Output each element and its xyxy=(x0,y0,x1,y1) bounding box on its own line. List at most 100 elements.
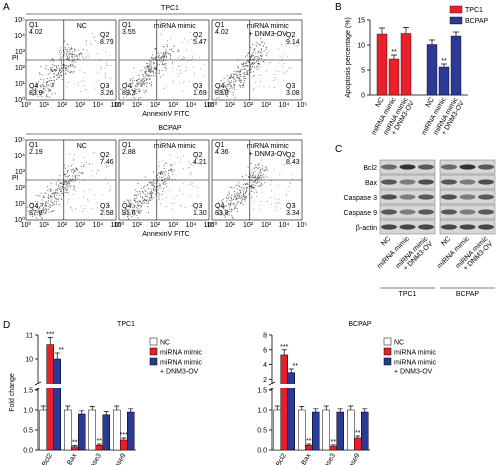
row-title: TPC1 xyxy=(161,5,179,12)
event-dot xyxy=(234,74,236,76)
event-dot xyxy=(59,194,61,196)
quadrant-value: 83.8 xyxy=(215,90,229,97)
event-dot xyxy=(240,75,242,77)
event-dot xyxy=(273,73,275,75)
event-dot xyxy=(233,204,235,206)
row-title: BCPAP xyxy=(158,125,182,132)
event-dot xyxy=(161,34,163,36)
quadrant-name: Q3 xyxy=(193,83,202,90)
event-dot xyxy=(88,163,90,165)
event-dot xyxy=(261,165,263,167)
event-dot xyxy=(294,203,296,205)
lane-label: NC xyxy=(380,235,392,247)
event-dot xyxy=(32,213,34,215)
event-dot xyxy=(253,191,255,193)
event-dot xyxy=(163,175,165,177)
event-dot xyxy=(161,188,163,190)
chart-title: TPC1 xyxy=(117,321,135,328)
event-dot xyxy=(226,86,228,88)
event-dot xyxy=(235,184,237,186)
event-dot xyxy=(151,61,153,63)
plot-title-line: NC xyxy=(77,143,87,150)
event-dot xyxy=(248,52,250,54)
event-dot xyxy=(150,63,152,65)
event-dot xyxy=(233,195,235,197)
event-dot xyxy=(160,52,162,54)
plot-title-line: + DNM3-OV xyxy=(249,31,288,38)
event-dot xyxy=(58,197,60,199)
event-dot xyxy=(239,79,241,81)
event-dot xyxy=(248,69,250,71)
x-tick-label: 10³ xyxy=(168,102,179,109)
event-dot xyxy=(144,198,146,200)
y-tick-label: 10⁴ xyxy=(14,33,25,40)
event-dot xyxy=(242,187,244,189)
event-dot xyxy=(230,73,232,75)
event-dot xyxy=(222,199,224,201)
event-dot xyxy=(136,86,138,88)
event-dot xyxy=(79,173,81,175)
event-dot xyxy=(161,56,163,59)
event-dot xyxy=(73,54,75,56)
event-dot xyxy=(284,73,286,75)
event-dot xyxy=(237,185,239,187)
event-dot xyxy=(256,41,258,43)
event-dot xyxy=(285,71,287,73)
quadrant-name: Q2 xyxy=(100,152,109,159)
event-dot xyxy=(243,188,246,190)
event-dot xyxy=(260,56,262,58)
event-dot xyxy=(236,210,238,212)
event-dot xyxy=(128,209,130,211)
event-dot xyxy=(257,175,259,177)
event-dot xyxy=(44,85,46,87)
event-dot xyxy=(62,66,64,69)
event-dot xyxy=(67,186,69,188)
band xyxy=(418,209,434,215)
x-tick-label: 10² xyxy=(57,222,68,229)
event-dot xyxy=(85,56,87,58)
event-dot xyxy=(31,202,33,205)
event-dot xyxy=(27,210,29,212)
event-dot xyxy=(50,82,52,85)
event-dot xyxy=(147,78,149,80)
event-dot xyxy=(106,164,108,166)
event-dot xyxy=(158,198,160,200)
event-dot xyxy=(254,52,256,54)
event-dot xyxy=(167,45,169,47)
event-dot xyxy=(274,209,276,211)
event-dot xyxy=(172,51,174,53)
event-dot xyxy=(123,97,125,99)
event-dot xyxy=(231,215,233,217)
event-dot xyxy=(66,86,68,88)
event-dot xyxy=(140,79,142,81)
event-dot xyxy=(71,52,73,54)
event-dot xyxy=(158,54,161,56)
event-dot xyxy=(275,202,277,204)
event-dot xyxy=(147,203,149,205)
event-dot xyxy=(230,86,233,88)
event-dot xyxy=(161,64,163,66)
event-dot xyxy=(55,66,57,68)
event-dot xyxy=(235,199,237,201)
event-dot xyxy=(162,173,164,175)
event-dot xyxy=(244,196,246,199)
plot-title: miRNA mimic xyxy=(154,143,196,150)
event-dot xyxy=(184,57,186,59)
event-dot xyxy=(64,181,66,183)
event-dot xyxy=(35,203,37,205)
significance: *** xyxy=(46,331,54,338)
event-dot xyxy=(239,70,241,72)
quadrant-name: Q2 xyxy=(286,152,295,159)
event-dot xyxy=(162,171,164,173)
event-dot xyxy=(83,196,85,198)
event-dot xyxy=(220,79,222,82)
event-dot xyxy=(45,201,48,203)
event-dot xyxy=(200,68,202,70)
quadrant-value: 8.79 xyxy=(100,39,114,46)
bar xyxy=(376,33,388,96)
event-dot xyxy=(253,66,255,69)
event-dot xyxy=(231,87,233,89)
event-dot xyxy=(228,192,231,194)
event-dot xyxy=(35,194,37,196)
